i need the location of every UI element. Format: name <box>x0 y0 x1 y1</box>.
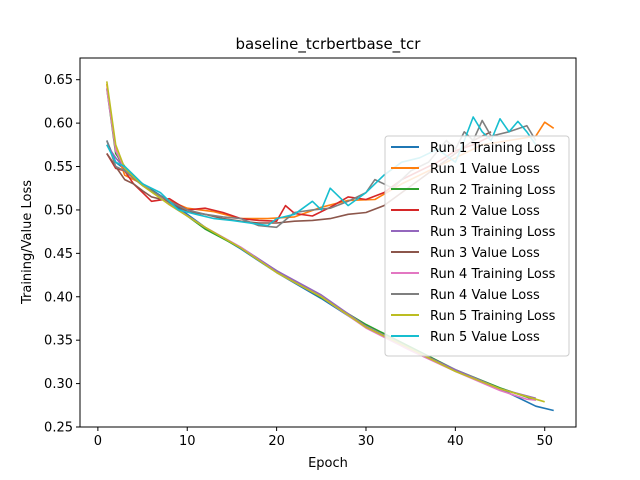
y-tick-label: 0.25 <box>44 421 73 436</box>
y-tick-label: 0.40 <box>44 290 73 305</box>
x-tick-label: 0 <box>94 434 102 449</box>
legend-label: Run 1 Value Loss <box>430 162 540 177</box>
legend-label: Run 5 Training Loss <box>430 309 556 324</box>
y-axis-label: Training/Value Loss <box>20 180 35 305</box>
legend: Run 1 Training Loss Run 1 Value Loss Run 2… <box>384 135 570 357</box>
legend-label: Run 2 Training Loss <box>430 183 556 198</box>
y-tick-label: 0.50 <box>44 203 73 218</box>
chart-title: baseline_tcrbertbase_tcr <box>236 35 422 54</box>
y-tick-label: 0.30 <box>44 377 73 392</box>
series-line-run-5-training-loss <box>106 81 545 403</box>
legend-label: Run 5 Value Loss <box>430 330 540 345</box>
series-line-run-4-value-loss <box>106 119 537 229</box>
legend-label: Run 4 Training Loss <box>430 267 556 282</box>
y-axis: 0.25 0.30 0.35 0.40 0.45 0.50 0.55 0.60 0.65 <box>44 73 80 436</box>
y-tick-label: 0.35 <box>44 334 73 349</box>
x-tick-label: 50 <box>536 434 553 449</box>
legend-box <box>384 135 570 357</box>
x-tick-label: 30 <box>358 434 375 449</box>
legend-label: Run 3 Value Loss <box>430 246 540 261</box>
x-tick-label: 10 <box>179 434 196 449</box>
y-tick-label: 0.45 <box>44 247 73 262</box>
x-axis-label: Epoch <box>308 456 348 471</box>
legend-label: Run 4 Value Loss <box>430 288 540 303</box>
x-axis: 0 10 20 30 40 50 <box>94 427 553 449</box>
y-tick-label: 0.60 <box>44 117 73 132</box>
x-tick-label: 40 <box>447 434 464 449</box>
legend-label: Run 3 Training Loss <box>430 225 556 240</box>
y-tick-label: 0.65 <box>44 73 73 88</box>
plot-frame <box>79 57 577 428</box>
legend-label: Run 1 Training Loss <box>430 141 556 156</box>
legend-label: Run 2 Value Loss <box>430 204 540 219</box>
x-tick-label: 20 <box>268 434 285 449</box>
y-tick-label: 0.55 <box>44 160 73 175</box>
